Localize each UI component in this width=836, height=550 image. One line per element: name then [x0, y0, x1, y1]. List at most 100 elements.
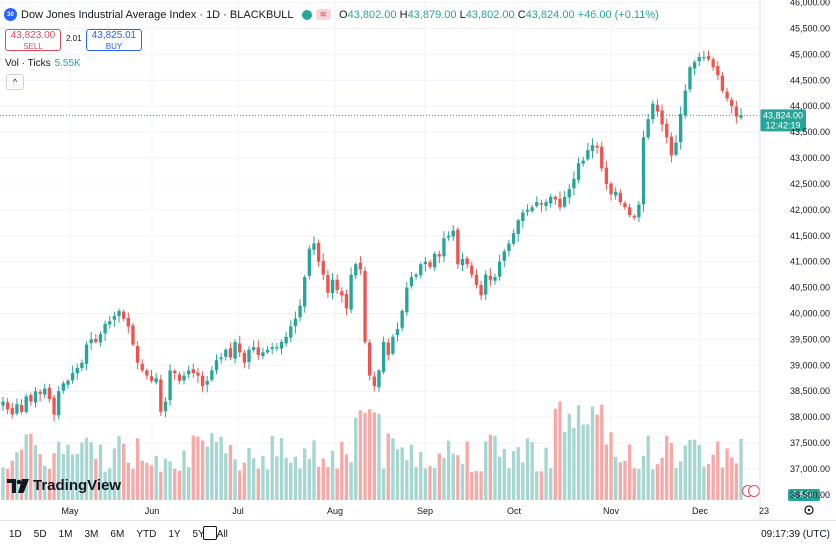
- candle-body: [423, 261, 428, 265]
- price-tick-label: 46,000.00: [790, 0, 830, 8]
- candle-body: [730, 99, 734, 107]
- volume-bar: [233, 459, 237, 500]
- candle-body: [210, 370, 214, 380]
- candle-body: [340, 291, 344, 296]
- volume-bar: [24, 434, 28, 500]
- volume-bar: [330, 450, 335, 500]
- volume-bar: [103, 471, 107, 500]
- price-tick-label: 41,500.00: [790, 231, 830, 241]
- spread-value: 2.01: [66, 34, 82, 43]
- candle-body: [275, 347, 279, 349]
- time-tick-label: May: [61, 506, 79, 516]
- us-flag-icon[interactable]: [742, 485, 760, 497]
- candle-body: [553, 196, 558, 200]
- volume-bar: [391, 438, 395, 500]
- candle-body: [395, 329, 400, 336]
- volume-bar: [279, 437, 284, 500]
- calendar-range-icon[interactable]: [203, 526, 217, 540]
- volume-bar: [521, 462, 525, 500]
- symbol-legend[interactable]: 30 Dow Jones Industrial Average Index · …: [4, 8, 659, 21]
- volume-bar: [725, 448, 729, 500]
- price-tick-label: 36,500.00: [790, 490, 830, 500]
- candle-body: [474, 274, 479, 285]
- symbol-title[interactable]: Dow Jones Industrial Average Index · 1D …: [21, 8, 294, 21]
- volume-bar: [516, 447, 520, 500]
- volume-bars: [1, 401, 743, 500]
- sell-button[interactable]: 43,823.00 SELL: [5, 29, 61, 51]
- price-tick-label: 37,000.00: [790, 464, 830, 474]
- volume-bar: [126, 462, 130, 500]
- range-1m[interactable]: 1M: [58, 529, 73, 540]
- ohlc-open: 43,802.00: [347, 8, 397, 21]
- range-5d[interactable]: 5D: [33, 529, 47, 540]
- volume-bar: [303, 448, 307, 500]
- time-tick-label: Jun: [145, 506, 160, 516]
- candle-body: [674, 142, 678, 155]
- volume-bar: [33, 445, 38, 500]
- candle-body: [739, 115, 743, 118]
- volume-bar: [470, 471, 474, 500]
- volume-bar: [549, 468, 553, 500]
- range-6m[interactable]: 6M: [110, 529, 125, 540]
- volume-legend[interactable]: Vol · Ticks 5.55K: [5, 58, 81, 69]
- range-3m[interactable]: 3M: [84, 529, 99, 540]
- candle-body: [442, 238, 446, 257]
- candle-body: [432, 253, 437, 268]
- range-all[interactable]: All: [216, 529, 228, 540]
- candle-body: [75, 367, 79, 374]
- volume-bar: [544, 447, 548, 500]
- volume-bar: [683, 445, 687, 500]
- price-tag-countdown: 12:42:19: [765, 120, 800, 130]
- price-tick-label: 43,500.00: [790, 127, 830, 137]
- volume-bar: [19, 449, 24, 500]
- volume-bar: [284, 458, 288, 500]
- range-1d[interactable]: 1D: [9, 529, 22, 540]
- volume-bar: [627, 444, 632, 500]
- time-tick-label: Aug: [327, 506, 343, 516]
- candle-body: [502, 251, 506, 261]
- candle-body: [706, 56, 711, 60]
- gear-icon[interactable]: [804, 505, 814, 515]
- volume-bar: [502, 449, 506, 500]
- candle-body: [103, 323, 107, 334]
- volume-bar: [535, 471, 539, 500]
- candle-body: [256, 347, 260, 355]
- candle-body: [312, 243, 316, 250]
- range-5y[interactable]: 5Y: [192, 529, 205, 540]
- candle-body: [530, 207, 534, 212]
- volume-bar: [117, 436, 121, 500]
- volume-bar: [149, 465, 154, 500]
- candle-body: [182, 375, 186, 381]
- collapse-legend-button[interactable]: ^: [6, 74, 24, 90]
- candle-body: [293, 318, 298, 327]
- candle-body: [456, 229, 460, 265]
- time-tick-label: 23: [759, 506, 769, 516]
- market-pill[interactable]: ≋: [315, 9, 332, 20]
- candle-body: [117, 310, 121, 317]
- volume-bar: [614, 456, 618, 500]
- volume-bar: [553, 408, 558, 500]
- time-tick-label: Oct: [507, 506, 522, 516]
- candle-body: [233, 341, 237, 359]
- candle-body: [1, 401, 5, 406]
- candle-body: [725, 91, 729, 99]
- volume-bar: [219, 436, 223, 500]
- candle-body: [261, 352, 265, 356]
- volume-bar: [641, 455, 646, 500]
- buy-button[interactable]: 43,825.01 BUY: [86, 29, 142, 51]
- candle-body: [265, 349, 270, 353]
- candle-body: [52, 397, 56, 415]
- volume-bar: [609, 432, 613, 500]
- range-1y[interactable]: 1Y: [168, 529, 181, 540]
- candle-body: [122, 311, 126, 319]
- volume-bar: [488, 434, 493, 500]
- volume-bar: [432, 467, 437, 500]
- candle-body: [446, 235, 451, 238]
- candle-body: [307, 248, 312, 276]
- range-ytd[interactable]: YTD: [136, 529, 157, 540]
- utc-clock[interactable]: 09:17:39 (UTC): [761, 529, 830, 540]
- volume-bar: [186, 467, 191, 500]
- volume-bar: [29, 433, 33, 500]
- tradingview-logo[interactable]: TradingView: [7, 477, 121, 494]
